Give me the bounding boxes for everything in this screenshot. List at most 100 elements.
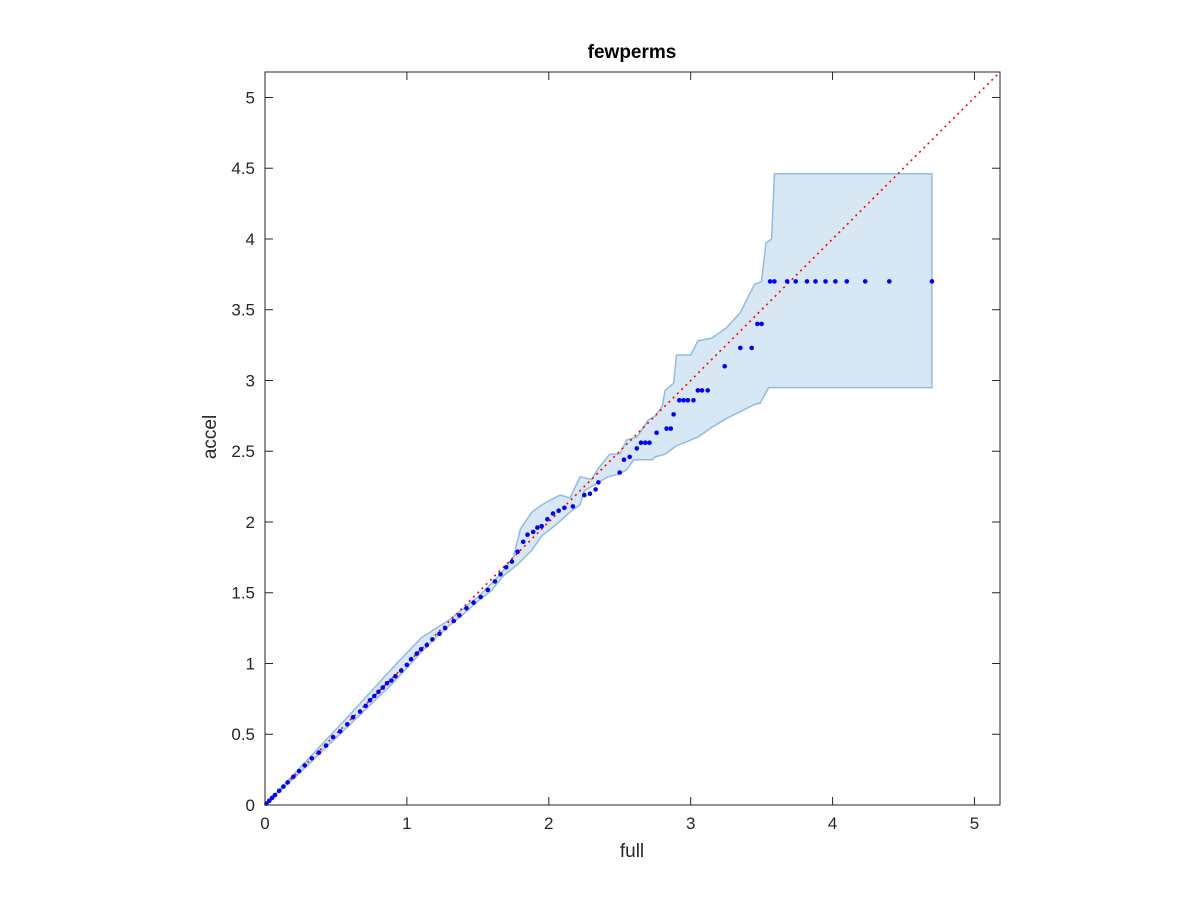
data-point [269,795,275,801]
data-point [767,279,773,284]
data-point [451,618,457,624]
data-point [593,487,598,492]
y-tick-label: 3 [246,371,255,390]
data-point [350,715,356,720]
data-point [755,321,760,327]
data-point [772,279,777,284]
data-point [556,508,561,513]
data-point [793,279,798,284]
data-point [784,279,790,284]
x-tick-label: 4 [828,814,837,833]
data-point [833,279,838,284]
data-point [380,685,386,690]
data-point [643,440,648,446]
data-point [699,388,705,393]
data-point [430,637,435,642]
data-point [309,756,315,761]
data-point [515,549,520,554]
data-point [929,279,935,284]
data-point [677,398,682,403]
data-point [621,457,627,463]
data-point [464,606,469,611]
data-point [617,470,622,475]
data-point [596,480,601,485]
y-axis-title: accel [200,415,221,459]
data-point [457,613,462,618]
data-point [498,572,503,577]
y-tick-label: 5 [246,88,255,107]
data-point [372,693,377,699]
x-tick-label: 0 [260,814,269,833]
data-point [316,750,322,755]
data-point [272,792,278,798]
data-point [485,587,491,593]
confidence-band-layer [264,173,933,806]
data-point [562,505,567,511]
data-point [804,279,810,284]
data-point [408,656,414,662]
x-tick-label: 5 [970,814,979,833]
data-point [337,729,343,734]
data-point [705,388,710,393]
data-point [376,689,381,695]
data-point [749,345,754,351]
x-tick-label: 1 [402,814,411,833]
data-point [647,440,652,446]
data-point [384,681,390,686]
data-points-layer [264,279,935,806]
data-point [398,668,404,673]
data-point [823,279,828,284]
data-point [404,662,410,668]
data-point [634,446,640,451]
data-point [367,698,373,703]
data-point [296,768,302,774]
data-point [414,651,420,656]
data-point [330,734,336,740]
data-point [545,516,550,522]
data-point [389,678,394,683]
data-point [535,525,540,530]
data-point [759,321,764,327]
data-point [664,426,669,431]
data-point [844,279,850,284]
confidence-band [264,173,933,806]
chart-title: fewperms [588,42,677,63]
reference-line [264,71,1001,806]
data-point [437,631,442,637]
data-point [442,625,448,631]
data-point [520,539,526,545]
y-tick-label: 3.5 [231,301,255,320]
reference-line-layer [264,71,1001,806]
data-point [276,788,282,794]
data-point [691,398,696,403]
data-point [738,345,743,351]
data-point [291,774,296,779]
plot-frame [264,71,1001,806]
data-point [722,364,727,369]
data-point [302,763,308,768]
data-point [471,600,476,605]
data-point [668,426,674,431]
data-point [671,412,676,417]
y-tick-label: 2 [246,513,255,532]
data-point [695,388,701,393]
data-point [627,454,632,460]
data-point [681,398,686,403]
data-point [887,279,892,284]
data-point [323,743,329,748]
data-point [492,579,498,584]
data-point [267,798,272,804]
data-point [654,430,659,436]
data-point [345,722,350,727]
axes-layer: 0 1 2 3 4 5 0 0.5 1 1.5 2 2.5 3 3.5 4 4.5 5 [231,71,1001,833]
y-tick-label: 0.5 [231,725,255,744]
data-point [530,529,536,535]
labels-layer: fewperms full accel [200,42,676,862]
data-point [363,703,369,709]
y-tick-label: 2.5 [231,442,255,461]
data-point [685,398,691,403]
y-tick-label: 0 [246,796,255,815]
data-point [285,780,291,785]
x-tick-label: 2 [544,814,553,833]
